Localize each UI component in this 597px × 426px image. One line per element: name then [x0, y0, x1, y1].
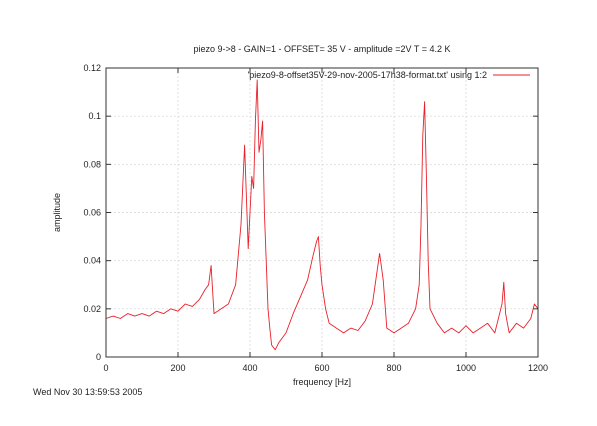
x-tick-label: 400 — [242, 363, 257, 373]
x-tick-label: 1200 — [528, 363, 548, 373]
footer-timestamp: Wed Nov 30 13:59:53 2005 — [33, 387, 142, 397]
x-axis-label: frequency [Hz] — [293, 377, 351, 387]
y-tick-label: 0.04 — [83, 256, 101, 266]
series-layer — [105, 79, 539, 351]
y-tick-label: 0.02 — [83, 304, 101, 314]
x-tick-label: 0 — [103, 363, 108, 373]
y-tick-label: 0 — [96, 352, 101, 362]
y-tick-label: 0.06 — [83, 208, 101, 218]
x-tick-label: 600 — [314, 363, 329, 373]
chart-title: piezo 9->8 - GAIN=1 - OFFSET= 35 V - amp… — [193, 44, 450, 54]
x-tick-label: 1000 — [456, 363, 476, 373]
y-axis-label: amplitude — [52, 193, 62, 232]
y-tick-label: 0.12 — [83, 63, 101, 73]
axis-ticks: 0 200 400 600 800 1000 1200 0 0.02 0.04 0.06 0.08 0.… — [83, 63, 548, 373]
legend: 'piezo9-8-offset35V-29-nov-2005-17h38-fo… — [248, 70, 530, 80]
x-tick-label: 200 — [170, 363, 185, 373]
grid-lines — [106, 68, 538, 357]
legend-label: 'piezo9-8-offset35V-29-nov-2005-17h38-fo… — [248, 70, 487, 80]
y-tick-label: 0.08 — [83, 159, 101, 169]
plot-frame — [105, 67, 539, 358]
series-line — [105, 79, 539, 351]
y-tick-label: 0.1 — [88, 111, 101, 121]
x-tick-label: 800 — [386, 363, 401, 373]
